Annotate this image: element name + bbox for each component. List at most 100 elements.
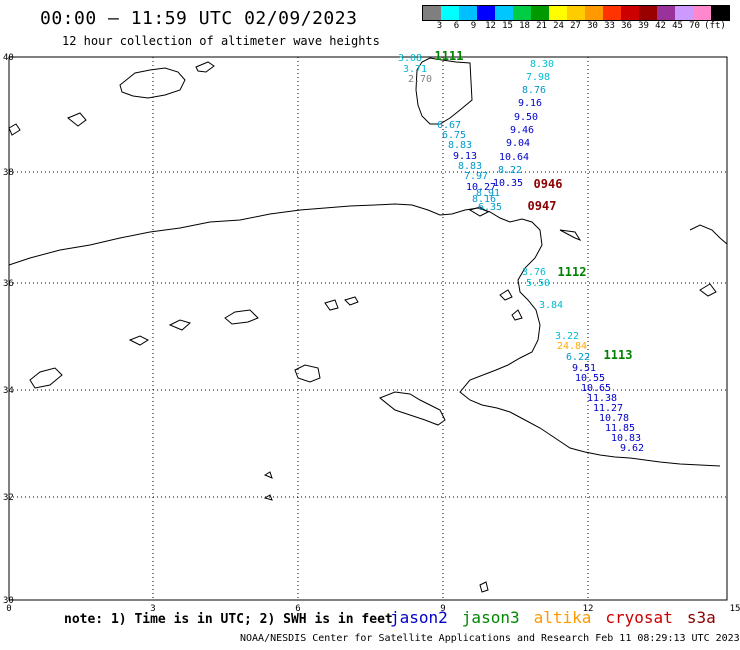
- wave-reading: 7.98: [526, 72, 550, 83]
- coastline-segment: [511, 309, 523, 321]
- wave-reading: 5.50: [526, 278, 550, 289]
- scale-label: 36: [621, 21, 632, 31]
- wave-reading: 10.78: [599, 413, 629, 424]
- note-text: note: 1) Time is in UTC; 2) SWH is in fe…: [64, 612, 393, 627]
- scale-label: 70: [689, 21, 700, 31]
- wave-reading: 10.35: [493, 178, 523, 189]
- wave-reading: 24.84: [557, 341, 587, 352]
- lat-label: 36: [3, 279, 14, 289]
- scale-unit: (ft): [704, 21, 726, 31]
- wave-reading: 9.13: [453, 151, 477, 162]
- scale-label: 9: [470, 21, 477, 31]
- wave-reading: 10.65: [581, 383, 611, 394]
- wave-reading: 3.22: [555, 331, 579, 342]
- scale-label: 24: [553, 21, 564, 31]
- scale-label: 15: [502, 21, 513, 31]
- lat-label: 32: [3, 493, 14, 503]
- scale-label: 3: [436, 21, 443, 31]
- pass-label: 0947: [528, 199, 557, 213]
- coastline-segment: [224, 309, 259, 325]
- scale-swatch: [639, 6, 657, 20]
- scale-label: 27: [570, 21, 581, 31]
- lon-label: 6: [295, 604, 300, 614]
- coastline-segment: [294, 364, 321, 383]
- wave-reading: 8.22: [498, 165, 522, 176]
- coastline-segment: [263, 494, 273, 501]
- wave-reading: 11.27: [593, 403, 623, 414]
- scale-swatch: [441, 6, 459, 20]
- wave-reading: 8.16: [472, 194, 496, 205]
- wave-reading: 3.71: [403, 64, 427, 75]
- wave-reading: 8.30: [530, 59, 554, 70]
- scale-label: 33: [604, 21, 615, 31]
- scale-swatch: [513, 6, 531, 20]
- pass-label: 0946: [534, 177, 563, 191]
- scale-label: 45: [672, 21, 683, 31]
- scale-label: 18: [519, 21, 530, 31]
- scale-label: 42: [655, 21, 666, 31]
- coastline-segment: [559, 229, 582, 242]
- color-scale: [422, 5, 730, 21]
- wave-reading: 9.50: [514, 112, 538, 123]
- coastline-segment: [689, 224, 728, 245]
- coastline-segment: [468, 206, 490, 217]
- scale-swatch: [621, 6, 639, 20]
- lon-label: 9: [440, 604, 445, 614]
- lon-label: 12: [583, 604, 594, 614]
- map-frame: [8, 56, 728, 601]
- wave-reading: 9.16: [518, 98, 542, 109]
- lat-label: 40: [3, 53, 14, 63]
- lat-label: 38: [3, 168, 14, 178]
- coastline-segment: [379, 391, 446, 426]
- coastline-segment: [344, 296, 359, 306]
- wave-reading: 11.85: [605, 423, 635, 434]
- wave-height-readings: 3.083.712.70 8.30 7.98 8.76 9.16 9.50 9.46 9.04…: [398, 53, 644, 454]
- satellite-name: cryosat: [605, 608, 673, 627]
- coastline-segment: [459, 374, 721, 467]
- wave-reading: 11.38: [587, 393, 617, 404]
- scale-label: 21: [536, 21, 547, 31]
- scale-swatch: [693, 6, 711, 20]
- lon-label: 0: [6, 604, 11, 614]
- coastline-segment: [67, 112, 87, 127]
- scale-label: 39: [638, 21, 649, 31]
- pass-label: 1111: [435, 49, 464, 63]
- wave-reading: 8.83: [448, 140, 472, 151]
- coastline-segment: [29, 367, 63, 389]
- coastline-segment: [8, 123, 21, 136]
- wave-reading: 10.64: [499, 152, 529, 163]
- wave-reading: 8.76: [522, 85, 546, 96]
- wave-reading: 8.91: [476, 188, 500, 199]
- scale-swatch: [531, 6, 549, 20]
- coastline-segment: [415, 57, 473, 125]
- coastline-segment: [324, 299, 339, 311]
- satellite-name: jason2: [390, 608, 448, 627]
- wave-reading: 3.84: [539, 300, 563, 311]
- scale-swatch: [675, 6, 693, 20]
- wave-reading: 6.75: [442, 130, 466, 141]
- scale-label: 6: [453, 21, 460, 31]
- wave-reading: 10.83: [611, 433, 641, 444]
- scale-swatch: [495, 6, 513, 20]
- satellite-name: altika: [533, 608, 592, 627]
- lon-label: 15: [730, 604, 740, 614]
- scale-swatch: [477, 6, 495, 20]
- satellite-legend: jason2 jason3 altika cryosat s3a: [390, 608, 716, 627]
- coastline-segment: [479, 581, 489, 593]
- wave-reading: 2.70: [408, 74, 432, 85]
- satellite-name: jason3: [461, 608, 520, 627]
- scale-swatch: [549, 6, 567, 20]
- scale-swatch: [423, 6, 441, 20]
- footer-credit: NOAA/NESDIS Center for Satellite Applica…: [240, 633, 740, 644]
- pass-label: 1112: [558, 265, 587, 279]
- wave-reading: 7.97: [464, 171, 488, 182]
- wave-reading: 9.62: [620, 443, 644, 454]
- wave-reading: 9.04: [506, 138, 530, 149]
- scale-swatch: [567, 6, 585, 20]
- wave-reading: 3.08: [398, 53, 422, 64]
- wave-reading: 6.22: [566, 352, 590, 363]
- scale-swatch: [711, 6, 729, 20]
- pass-label: 1113: [604, 348, 633, 362]
